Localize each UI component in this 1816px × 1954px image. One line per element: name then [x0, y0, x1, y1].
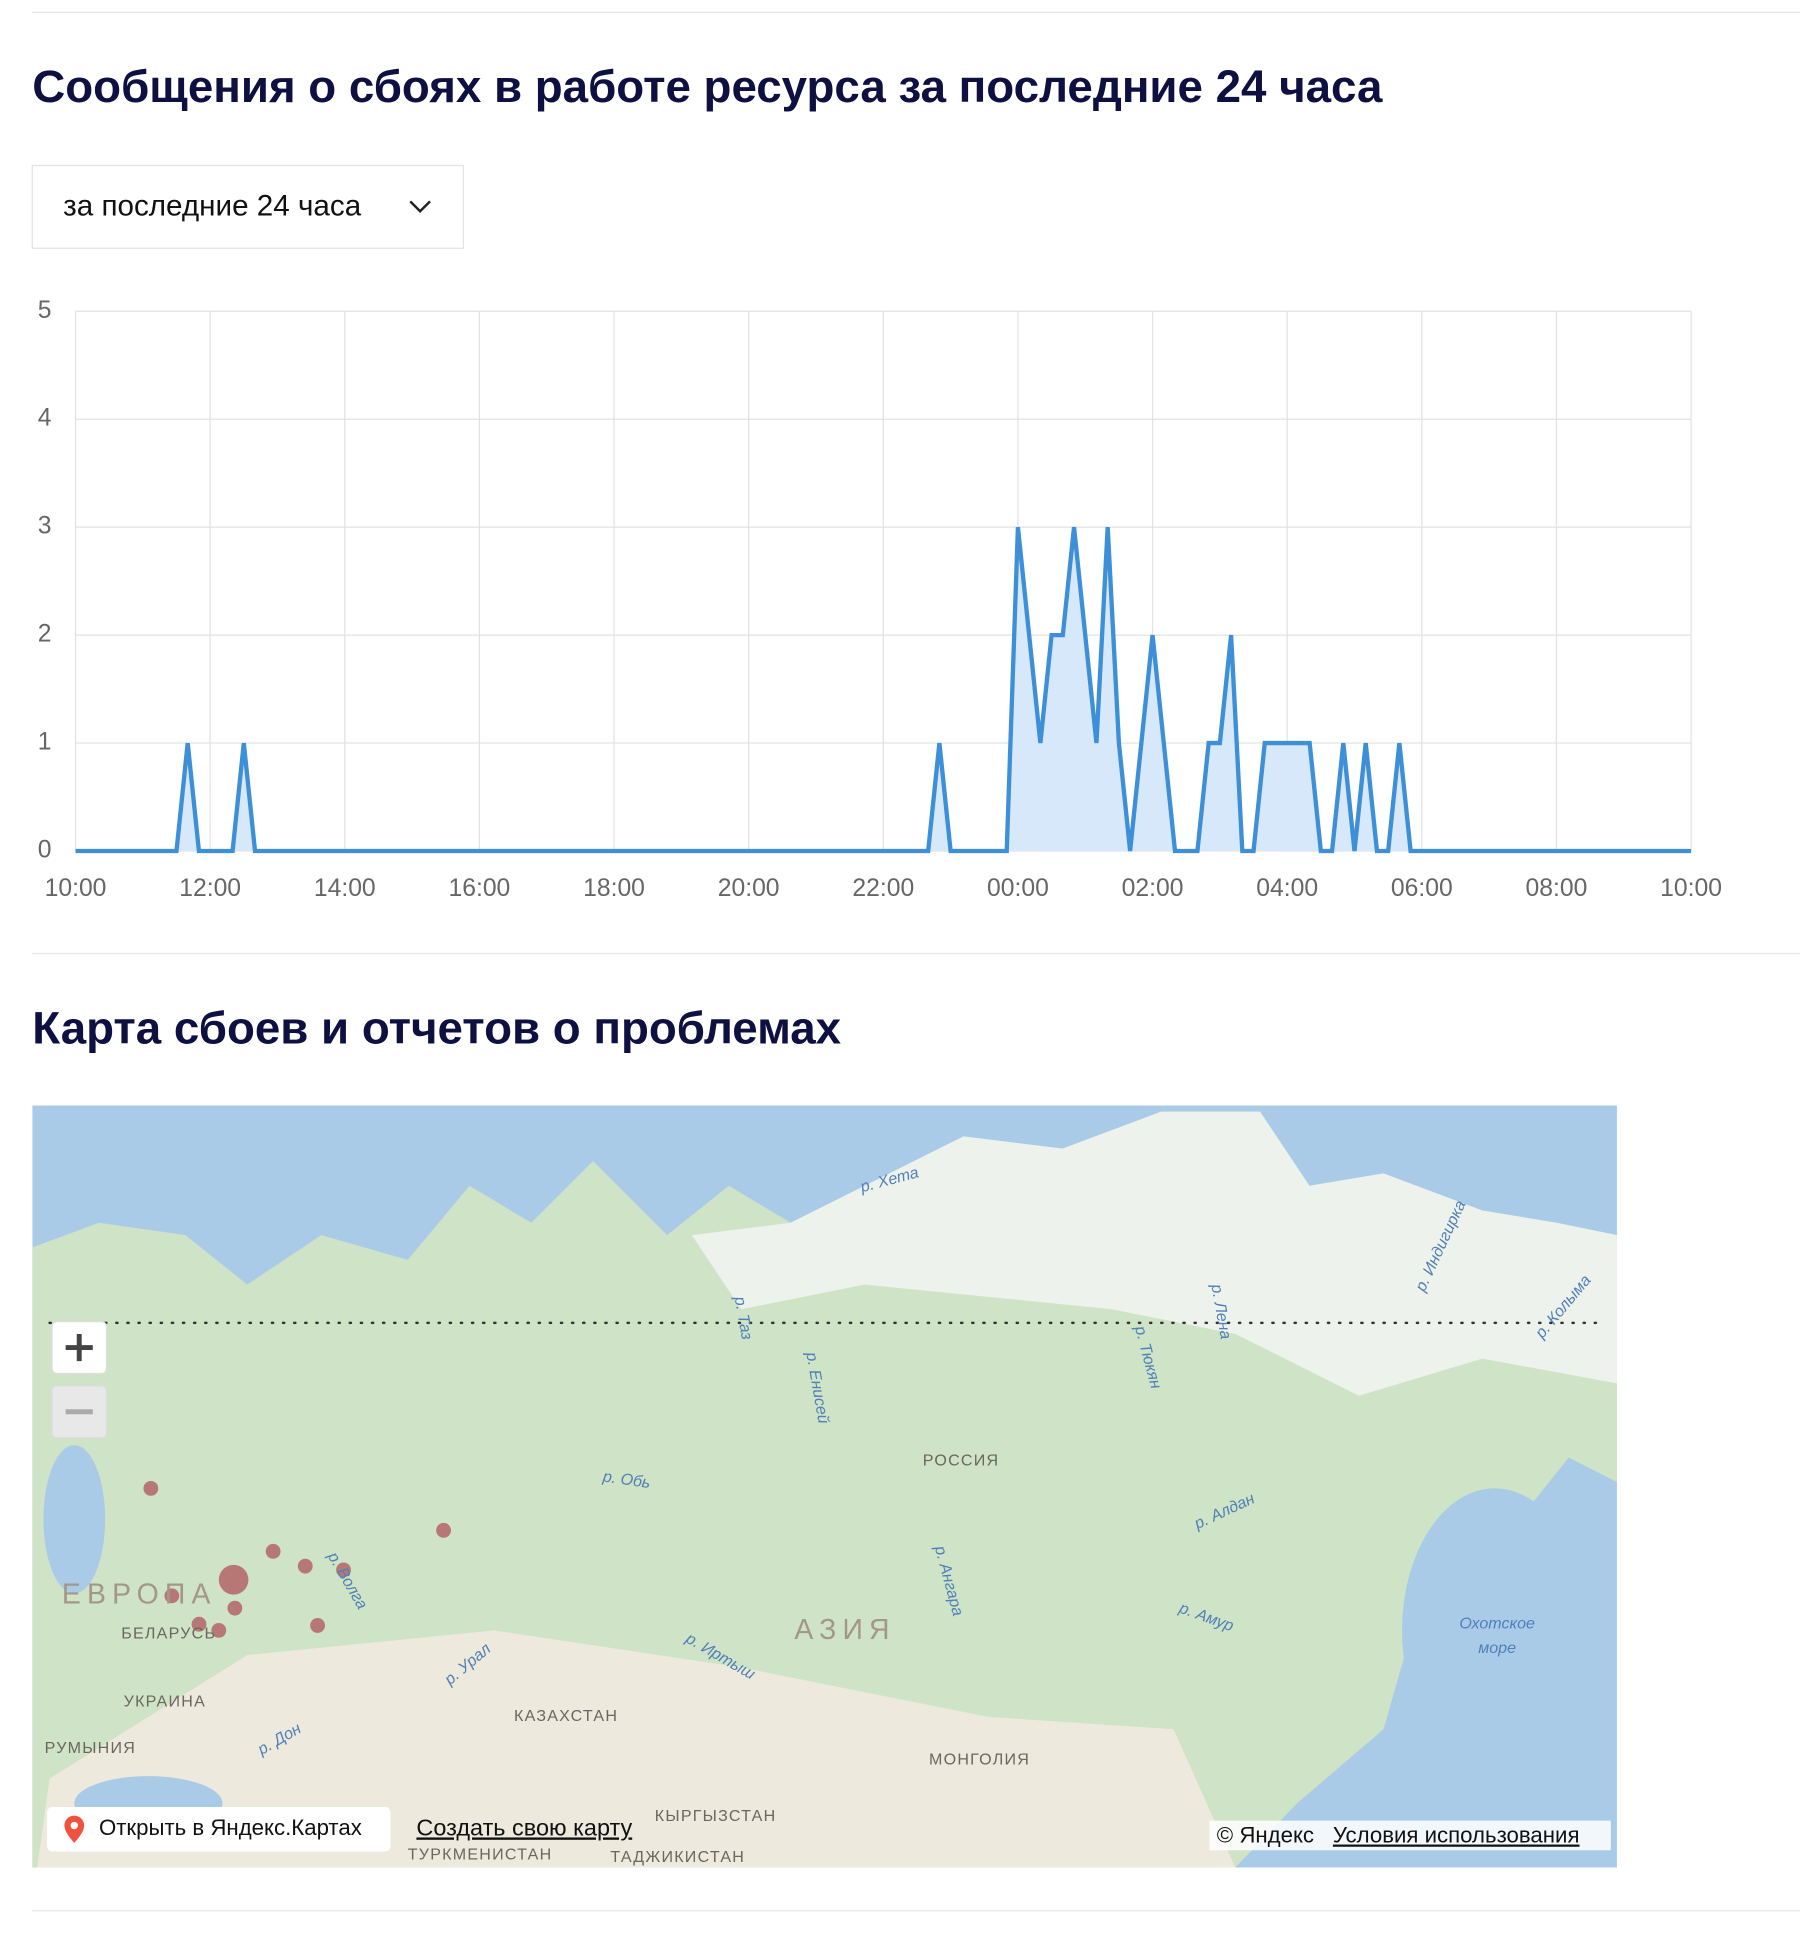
dropdown-label[interactable]: за последние 24 часа — [63, 189, 362, 222]
report-marker[interactable] — [191, 1616, 207, 1632]
snow — [691, 1111, 1617, 1396]
map-label: АЗИЯ — [794, 1614, 895, 1646]
x-tick-label: 04:00 — [1256, 875, 1318, 902]
x-tick-label: 12:00 — [179, 875, 241, 902]
copyright-box — [1209, 1820, 1611, 1851]
dropdown-arrow[interactable] — [409, 200, 431, 213]
x-tick-label: 08:00 — [1526, 875, 1588, 902]
report-marker[interactable] — [297, 1558, 313, 1574]
period-dropdown[interactable]: за последние 24 часа — [31, 164, 464, 249]
x-tick-label: 20:00 — [718, 875, 780, 902]
y-tick-label: 4 — [38, 405, 52, 432]
report-marker[interactable] — [436, 1522, 451, 1538]
map-label: БЕЛАРУСЬ — [121, 1624, 216, 1642]
y-tick-label: 3 — [38, 513, 52, 540]
open-yandex-button[interactable] — [47, 1807, 391, 1852]
create-map-link[interactable]: Создать свою карту — [416, 1814, 632, 1840]
y-tick-label: 2 — [38, 621, 52, 648]
map[interactable]: ЕВРОПА АЗИЯ РОССИЯ БЕЛАРУСЬ УКРАИНА РУМЫ… — [32, 1105, 1617, 1868]
report-marker[interactable] — [218, 1564, 249, 1595]
map-label: УКРАИНА — [124, 1692, 206, 1710]
terms-link[interactable]: Условия использования — [1333, 1823, 1580, 1848]
x-tick-label: 02:00 — [1122, 875, 1184, 902]
x-tick-label: 06:00 — [1391, 875, 1453, 902]
map-label: МОНГОЛИЯ — [929, 1750, 1030, 1768]
report-marker[interactable] — [310, 1618, 326, 1633]
y-tick-label: 0 — [38, 837, 52, 864]
zoom-in-icon[interactable] — [65, 1333, 93, 1362]
report-markers — [143, 1480, 451, 1638]
map-label: море — [1478, 1639, 1516, 1657]
chart: 0 1 2 3 4 5 10:00 12:00 14:00 16:00 18:00 20:00 22:0… — [38, 297, 1722, 902]
y-tick-label: 5 — [38, 297, 52, 324]
report-marker[interactable] — [143, 1480, 159, 1496]
map-label: ЕВРОПА — [62, 1578, 217, 1610]
map-label: КАЗАХСТАН — [514, 1707, 618, 1725]
pin-dot — [70, 1821, 78, 1830]
report-marker[interactable] — [265, 1543, 281, 1559]
x-tick-label: 10:00 — [45, 875, 107, 902]
y-tick-label: 1 — [38, 729, 52, 756]
x-tick-label: 10:00 — [1660, 875, 1722, 902]
x-tick-label: 18:00 — [583, 875, 645, 902]
section-title: Карта сбоев и отчетов о проблемах — [32, 1002, 841, 1053]
report-marker[interactable] — [227, 1600, 243, 1616]
line — [75, 526, 1692, 854]
map-label: ТАДЖИКИСТАН — [610, 1848, 745, 1866]
copyright: © Яндекс — [1217, 1823, 1314, 1848]
sea-of-okhotsk — [1402, 1488, 1588, 1773]
area — [75, 527, 1692, 852]
map-label: РОССИЯ — [923, 1451, 1000, 1469]
map-label: Охотское — [1459, 1614, 1535, 1632]
dropdown-box[interactable] — [31, 164, 464, 249]
report-marker[interactable] — [211, 1622, 227, 1638]
baltic — [43, 1445, 106, 1594]
open-yandex-link[interactable]: Открыть в Яндекс.Картах — [99, 1815, 362, 1840]
x-tick-label: 14:00 — [314, 875, 376, 902]
x-tick-label: 16:00 — [449, 875, 511, 902]
map-label: РУМЫНИЯ — [45, 1739, 136, 1757]
x-tick-label: 22:00 — [852, 875, 914, 902]
map-label: ТУРКМЕНИСТАН — [408, 1845, 553, 1863]
report-marker[interactable] — [336, 1562, 351, 1578]
report-marker[interactable] — [164, 1588, 180, 1604]
map-label: КЫРГЫЗСТАН — [655, 1807, 777, 1825]
section-title: Сообщения о сбоях в работе ресурса за по… — [32, 61, 1383, 112]
x-tick-label: 00:00 — [987, 875, 1049, 902]
